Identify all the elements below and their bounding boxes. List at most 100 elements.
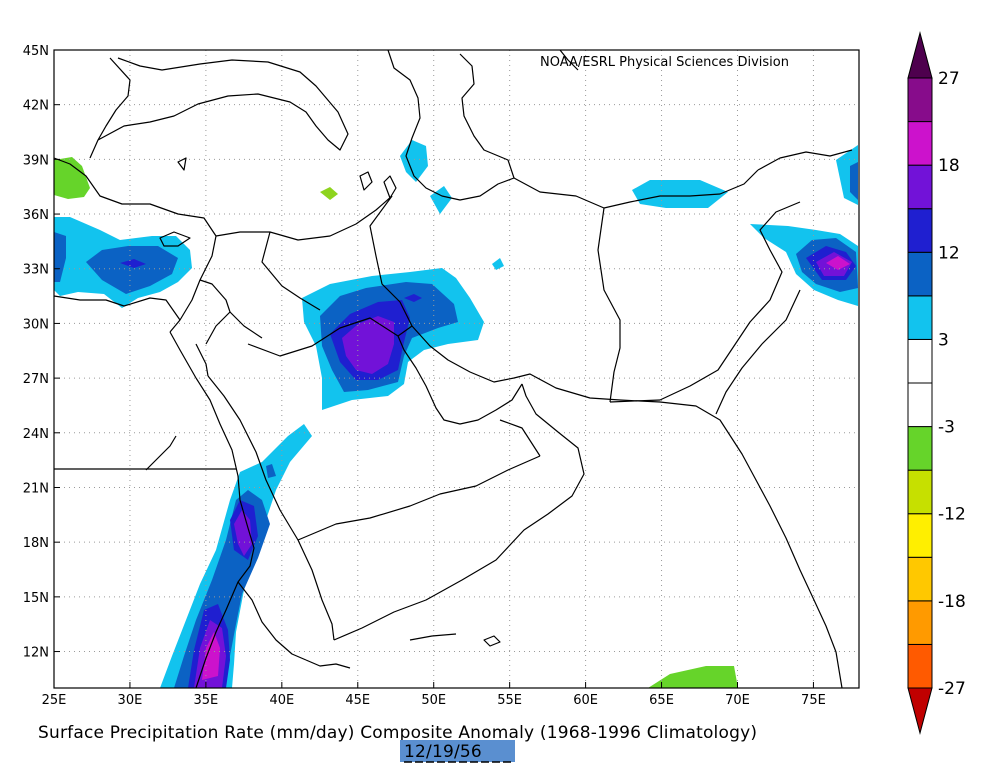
- colorbar-tip-top: [907, 31, 933, 79]
- anomaly-lightblue-turkmen: [632, 180, 728, 208]
- colorbar-label-4: -3: [938, 418, 955, 438]
- iran-turkmen-border: [513, 169, 759, 209]
- lat-tick-label-0: 45N: [23, 44, 49, 59]
- anomaly-magenta-redsea-s: [202, 632, 220, 680]
- afghanistan-pakistan-border: [609, 201, 801, 403]
- persian-gulf-north: [397, 325, 843, 689]
- anomaly-darkblue-iraq-2: [404, 294, 422, 302]
- tajik-border: [757, 149, 853, 171]
- jordan-saudi-border: [229, 311, 263, 339]
- lon-tick-label-7: 60E: [573, 693, 598, 708]
- oman-border: [499, 419, 541, 457]
- lake-urmia: [383, 175, 397, 199]
- lon-tick-label-2: 35E: [194, 693, 219, 708]
- colorbar-label-7: -27: [938, 679, 966, 699]
- lon-tick-label-4: 45E: [345, 693, 370, 708]
- lat-tick-label-1: 42N: [23, 99, 49, 114]
- lon-tick-label-6: 55E: [497, 693, 522, 708]
- egypt-north-coast: [53, 295, 181, 321]
- lake-van: [359, 171, 373, 191]
- colorbar-label-2: 12: [938, 243, 960, 263]
- cyprus: [159, 231, 191, 247]
- lat-tick-label-2: 39N: [23, 153, 49, 168]
- colorbar-segment-1: [907, 643, 933, 689]
- date-label: 12/19/56: [404, 742, 482, 762]
- graticule-grid: [54, 50, 859, 688]
- anomaly-purple-redsea-n: [234, 510, 252, 556]
- lat-tick-label-8: 21N: [23, 481, 49, 496]
- colorbar-label-1: 18: [938, 156, 960, 176]
- map-frame: [53, 49, 860, 689]
- turkey-south-coast: [53, 157, 217, 333]
- colorbar-segment-9: [907, 295, 933, 340]
- lon-tick-label-10: 75E: [801, 693, 826, 708]
- arabia-south-coast: [333, 383, 585, 641]
- lat-tick-label-9: 18N: [23, 536, 49, 551]
- anomaly-midblue-med-2: [86, 246, 178, 294]
- colorbar-segment-11: [907, 208, 933, 253]
- map-background: [54, 50, 859, 688]
- anomaly-midblue-redsea-dot: [266, 464, 276, 478]
- credit-text: NOAA/ESRL Physical Sciences Division: [540, 55, 789, 70]
- sudan-inner-border: [145, 435, 177, 471]
- longitude-ticks: 25E 30E 35E 40E 45E 50E 55E 60E 65E 70E 75E: [42, 682, 826, 708]
- afghanistan-border: [597, 207, 621, 403]
- colorbar: 27 18 12 3 -3 -12 -18 -27: [907, 31, 966, 735]
- anomaly-lightblue-dot: [492, 258, 504, 270]
- lat-tick-label-10: 15N: [23, 591, 49, 606]
- lon-tick-label-0: 25E: [42, 693, 67, 708]
- anomaly-darkblue-med: [120, 259, 146, 268]
- black-sea-coast: [89, 57, 349, 159]
- red-sea-east-coast: [207, 375, 335, 641]
- caspian-sea: [387, 49, 515, 201]
- iraq-saudi-border: [247, 317, 399, 357]
- pakistan-india-border: [715, 289, 801, 415]
- anomaly-green-dot: [320, 187, 338, 200]
- colorbar-label-6: -18: [938, 592, 966, 612]
- coastlines-and-borders: [53, 49, 853, 689]
- colorbar-segment-7: [907, 382, 933, 428]
- lat-tick-label-7: 24N: [23, 427, 49, 442]
- colorbar-segment-8: [907, 338, 933, 384]
- lat-tick-label-11: 12N: [23, 646, 49, 661]
- anomaly-midblue-med: [54, 232, 66, 282]
- anomaly-green-arabiansea: [648, 666, 738, 688]
- gulf-of-suez: [169, 331, 209, 379]
- colorbar-label-3: 3: [938, 330, 949, 350]
- ethiopia-eritrea-border: [237, 581, 307, 661]
- levant-borders: [199, 279, 231, 345]
- date-highlight: [400, 740, 515, 762]
- colorbar-label-5: -12: [938, 505, 966, 525]
- map-panel: 25E 30E 35E 40E 45E 50E 55E 60E 65E 70E 75E 45N 42N…: [23, 44, 860, 708]
- lon-tick-label-5: 50E: [421, 693, 446, 708]
- lat-tick-label-4: 33N: [23, 263, 49, 278]
- turkey-border: [215, 195, 393, 241]
- colorbar-segment-5: [907, 469, 933, 515]
- colorbar-segment-6: [907, 426, 933, 471]
- colorbar-segment-13: [907, 121, 933, 166]
- lat-tick-label-5: 30N: [23, 317, 49, 332]
- iran-iraq-border: [369, 195, 413, 327]
- colorbar-label-0: 27: [938, 69, 960, 89]
- anomaly-green-turkey: [54, 157, 90, 199]
- lat-tick-label-6: 27N: [23, 372, 49, 387]
- latitude-ticks: 45N 42N 39N 36N 33N 30N 27N 24N 21N 18N 15N 12N: [23, 44, 60, 661]
- anomaly-midblue-ne: [850, 162, 858, 200]
- lon-tick-label-3: 40E: [269, 693, 294, 708]
- colorbar-segment-14: [907, 77, 933, 123]
- lon-tick-label-1: 30E: [118, 693, 143, 708]
- anomaly-lightblue-caspian: [400, 140, 428, 182]
- colorbar-segment-2: [907, 600, 933, 645]
- syria-iraq-border: [261, 231, 321, 311]
- red-sea-west-coast: [195, 377, 255, 689]
- socotra: [483, 635, 501, 647]
- colorbar-segment-10: [907, 251, 933, 297]
- anomaly-magenta-kashmir: [826, 256, 850, 270]
- saudi-yemen-border: [297, 455, 541, 541]
- lat-tick-label-3: 36N: [23, 208, 49, 223]
- djibouti-coast: [409, 633, 457, 641]
- lon-tick-label-9: 70E: [725, 693, 750, 708]
- colorbar-segment-4: [907, 513, 933, 558]
- colorbar-tip-bottom: [907, 687, 933, 735]
- lon-tick-label-8: 65E: [649, 693, 674, 708]
